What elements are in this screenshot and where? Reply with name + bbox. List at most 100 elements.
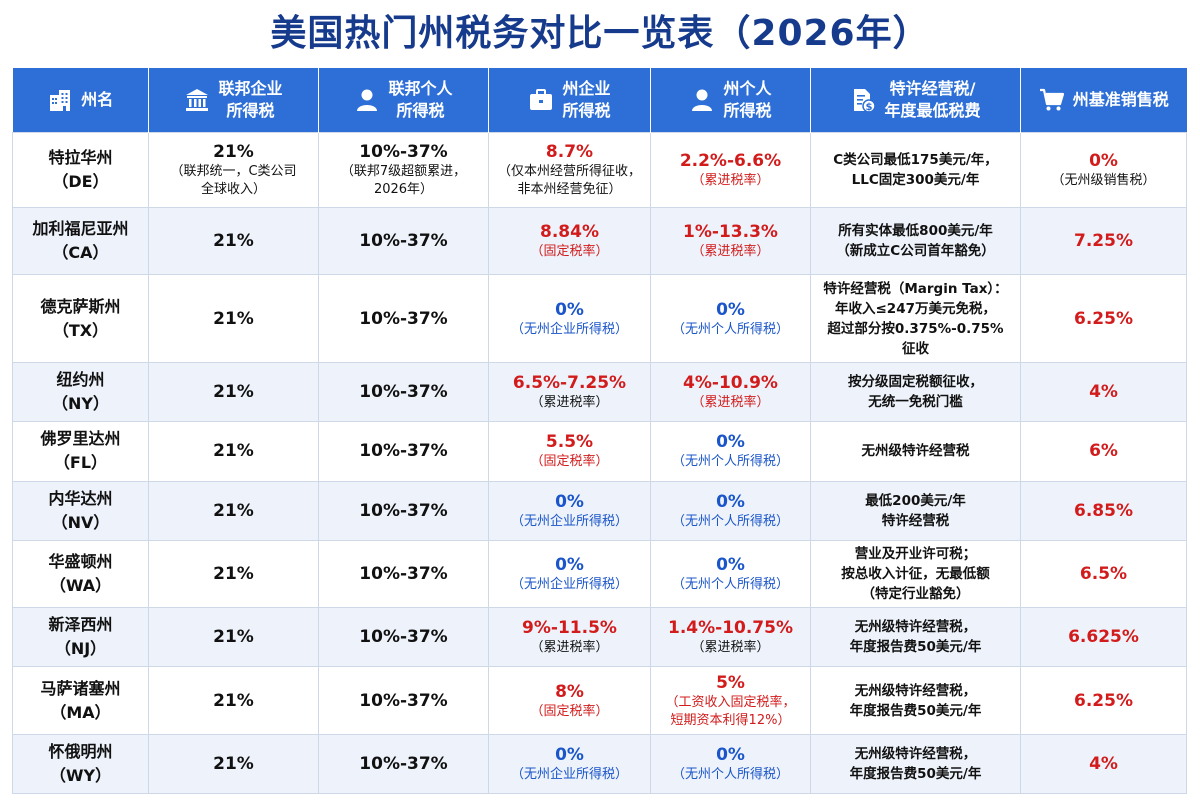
sales-tax: 6.5% — [1079, 563, 1128, 584]
state-individual-tax-value: 0% — [716, 432, 745, 453]
federal-corporate-tax: 21% — [148, 607, 319, 668]
federal-corporate-tax-value: 21% — [213, 231, 254, 252]
state-name: 纽约州 （NY） — [52, 370, 109, 414]
federal-individual-tax-value: 10%-37% — [359, 441, 448, 462]
state-corporate-tax-value: 0% — [555, 554, 584, 575]
table-row: 华盛顿州 （WA） 21% 10%-37% 0% （无州企业所得税） 0% （无州个人所得税）… — [12, 539, 1187, 609]
state-individual-tax: 2.2%-6.6% （累进税率） — [650, 131, 811, 209]
franchise-tax-cell: 无州级特许经营税 — [810, 421, 1021, 482]
franchise-tax-cell: 无州级特许经营税， 年度报告费50美元/年 — [810, 733, 1021, 795]
state-corporate-tax-value: 8% — [555, 681, 584, 702]
federal-corporate-tax: 21% （联邦统一，C类公司 全球收入） — [148, 131, 319, 209]
federal-corporate-tax: 21% — [148, 362, 319, 423]
state-corporate-tax: 0% （无州企业所得税） — [488, 539, 651, 609]
svg-text:$: $ — [866, 102, 873, 113]
state-corporate-tax-value: 5.5% — [545, 432, 594, 453]
sales-tax-cell: 6.85% — [1020, 480, 1187, 541]
state-individual-tax: 0% （无州个人所得税） — [650, 421, 811, 482]
sales-tax-cell: 6.25% — [1020, 666, 1187, 735]
state-name: 马萨诸塞州 （MA） — [40, 678, 121, 722]
state-individual-tax-note: （累进税率） — [691, 395, 770, 411]
state-corporate-tax-value: 0% — [555, 299, 584, 320]
table-row: 加利福尼亚州 （CA） 21% 10%-37% 8.84% （固定税率） 1%-13.3% （… — [12, 207, 1187, 276]
header-franchise-tax: $ 特许经营税/年度最低税费 — [810, 68, 1021, 132]
federal-individual-tax: 10%-37% — [318, 539, 489, 609]
state-individual-tax-value: 1.4%-10.75% — [667, 618, 793, 639]
federal-corporate-tax-value: 21% — [213, 141, 254, 162]
state-corporate-tax-note: （累进税率） — [530, 640, 609, 656]
header-sales-tax: 州基准销售税 — [1020, 68, 1187, 132]
state-individual-tax-note: （无州个人所得税） — [671, 513, 789, 529]
federal-corporate-tax-value: 21% — [213, 753, 254, 774]
state-individual-tax-value: 0% — [716, 744, 745, 765]
federal-individual-tax-value: 10%-37% — [359, 141, 448, 162]
federal-individual-tax-value: 10%-37% — [359, 382, 448, 403]
federal-corporate-tax: 21% — [148, 207, 319, 276]
state-individual-tax-value: 5% — [716, 672, 745, 693]
state-corporate-tax-note: （固定税率） — [530, 454, 609, 470]
state-corporate-tax-note: （固定税率） — [530, 703, 609, 719]
table-row: 特拉华州 （DE） 21% （联邦统一，C类公司 全球收入） 10%-37% （联邦7级超额… — [12, 131, 1187, 209]
state-individual-tax-note: （累进税率） — [691, 244, 770, 260]
state-corporate-tax-note: （无州企业所得税） — [510, 576, 628, 592]
header-label: 州个人 所得税 — [723, 78, 772, 120]
sales-tax: 6.25% — [1074, 690, 1133, 711]
state-corporate-tax: 0% （无州企业所得税） — [488, 274, 651, 364]
state-corporate-tax: 8% （固定税率） — [488, 666, 651, 735]
franchise-tax: 无州级特许经营税， 年度报告费50美元/年 — [849, 619, 982, 656]
franchise-tax-cell: 特许经营税（Margin Tax）： 年收入≤247万美元免税， 超过部分按0.37… — [810, 274, 1021, 364]
header-state-corporate-tax: 州企业 所得税 — [488, 68, 651, 132]
header-label: 联邦企业 所得税 — [218, 78, 283, 120]
state-name-cell: 华盛顿州 （WA） — [12, 539, 149, 609]
sales-tax: 6.25% — [1074, 308, 1133, 329]
state-individual-tax: 1%-13.3% （累进税率） — [650, 207, 811, 276]
federal-individual-tax-value: 10%-37% — [359, 563, 448, 584]
state-name-cell: 新泽西州 （NJ） — [12, 607, 149, 668]
state-individual-tax: 5% （工资收入固定税率， 短期资本利得12%） — [650, 666, 811, 735]
state-individual-tax: 4%-10.9% （累进税率） — [650, 362, 811, 423]
state-corporate-tax-value: 8.7% — [545, 141, 594, 162]
state-individual-tax-value: 1%-13.3% — [683, 222, 778, 243]
federal-corporate-tax: 21% — [148, 274, 319, 364]
sales-tax-cell: 4% — [1020, 362, 1187, 423]
state-individual-tax: 0% （无州个人所得税） — [650, 733, 811, 795]
table-row: 纽约州 （NY） 21% 10%-37% 6.5%-7.25% （累进税率） 4%-10.9… — [12, 362, 1187, 423]
state-corporate-tax-note: （仅本州经营所得征收， 非本州经营免征） — [497, 163, 641, 197]
header-label: 特许经营税/年度最低税费 — [884, 78, 981, 120]
state-corporate-tax: 9%-11.5% （累进税率） — [488, 607, 651, 668]
header-state-individual-tax: 州个人 所得税 — [650, 68, 811, 132]
franchise-tax: 无州级特许经营税 — [861, 443, 970, 460]
state-corporate-tax: 5.5% （固定税率） — [488, 421, 651, 482]
state-name-cell: 马萨诸塞州 （MA） — [12, 666, 149, 735]
federal-individual-tax-value: 10%-37% — [359, 690, 448, 711]
franchise-tax-cell: 无州级特许经营税， 年度报告费50美元/年 — [810, 607, 1021, 668]
sales-tax: 6.625% — [1068, 627, 1139, 648]
state-corporate-tax-value: 9%-11.5% — [522, 618, 617, 639]
state-individual-tax-note: （累进税率） — [691, 172, 770, 188]
federal-corporate-tax: 21% — [148, 539, 319, 609]
state-name-cell: 纽约州 （NY） — [12, 362, 149, 423]
state-individual-tax-value: 2.2%-6.6% — [679, 150, 782, 171]
state-individual-tax: 0% （无州个人所得税） — [650, 274, 811, 364]
franchise-tax: 特许经营税（Margin Tax）： 年收入≤247万美元免税， 超过部分按0.37… — [823, 280, 1008, 357]
state-individual-tax-note: （工资收入固定税率， 短期资本利得12%） — [665, 694, 796, 728]
sales-tax-cell: 4% — [1020, 733, 1187, 795]
state-name: 加利福尼亚州 （CA） — [32, 219, 129, 263]
state-corporate-tax-note: （无州企业所得税） — [510, 321, 628, 337]
state-corporate-tax-note: （固定税率） — [530, 244, 609, 260]
federal-individual-tax: 10%-37% — [318, 666, 489, 735]
federal-individual-tax-value: 10%-37% — [359, 500, 448, 521]
sales-tax-cell: 7.25% — [1020, 207, 1187, 276]
federal-corporate-tax-value: 21% — [213, 690, 254, 711]
federal-individual-tax: 10%-37% — [318, 607, 489, 668]
state-name: 怀俄明州 （WY） — [48, 741, 113, 785]
federal-corporate-tax-value: 21% — [213, 627, 254, 648]
federal-individual-tax: 10%-37% — [318, 480, 489, 541]
federal-corporate-tax: 21% — [148, 733, 319, 795]
header-state-name: 州名 — [12, 68, 149, 132]
federal-individual-tax: 10%-37% — [318, 207, 489, 276]
federal-corporate-tax: 21% — [148, 480, 319, 541]
state-individual-tax-note: （无州个人所得税） — [671, 766, 789, 782]
federal-corporate-tax: 21% — [148, 666, 319, 735]
federal-individual-tax-value: 10%-37% — [359, 308, 448, 329]
